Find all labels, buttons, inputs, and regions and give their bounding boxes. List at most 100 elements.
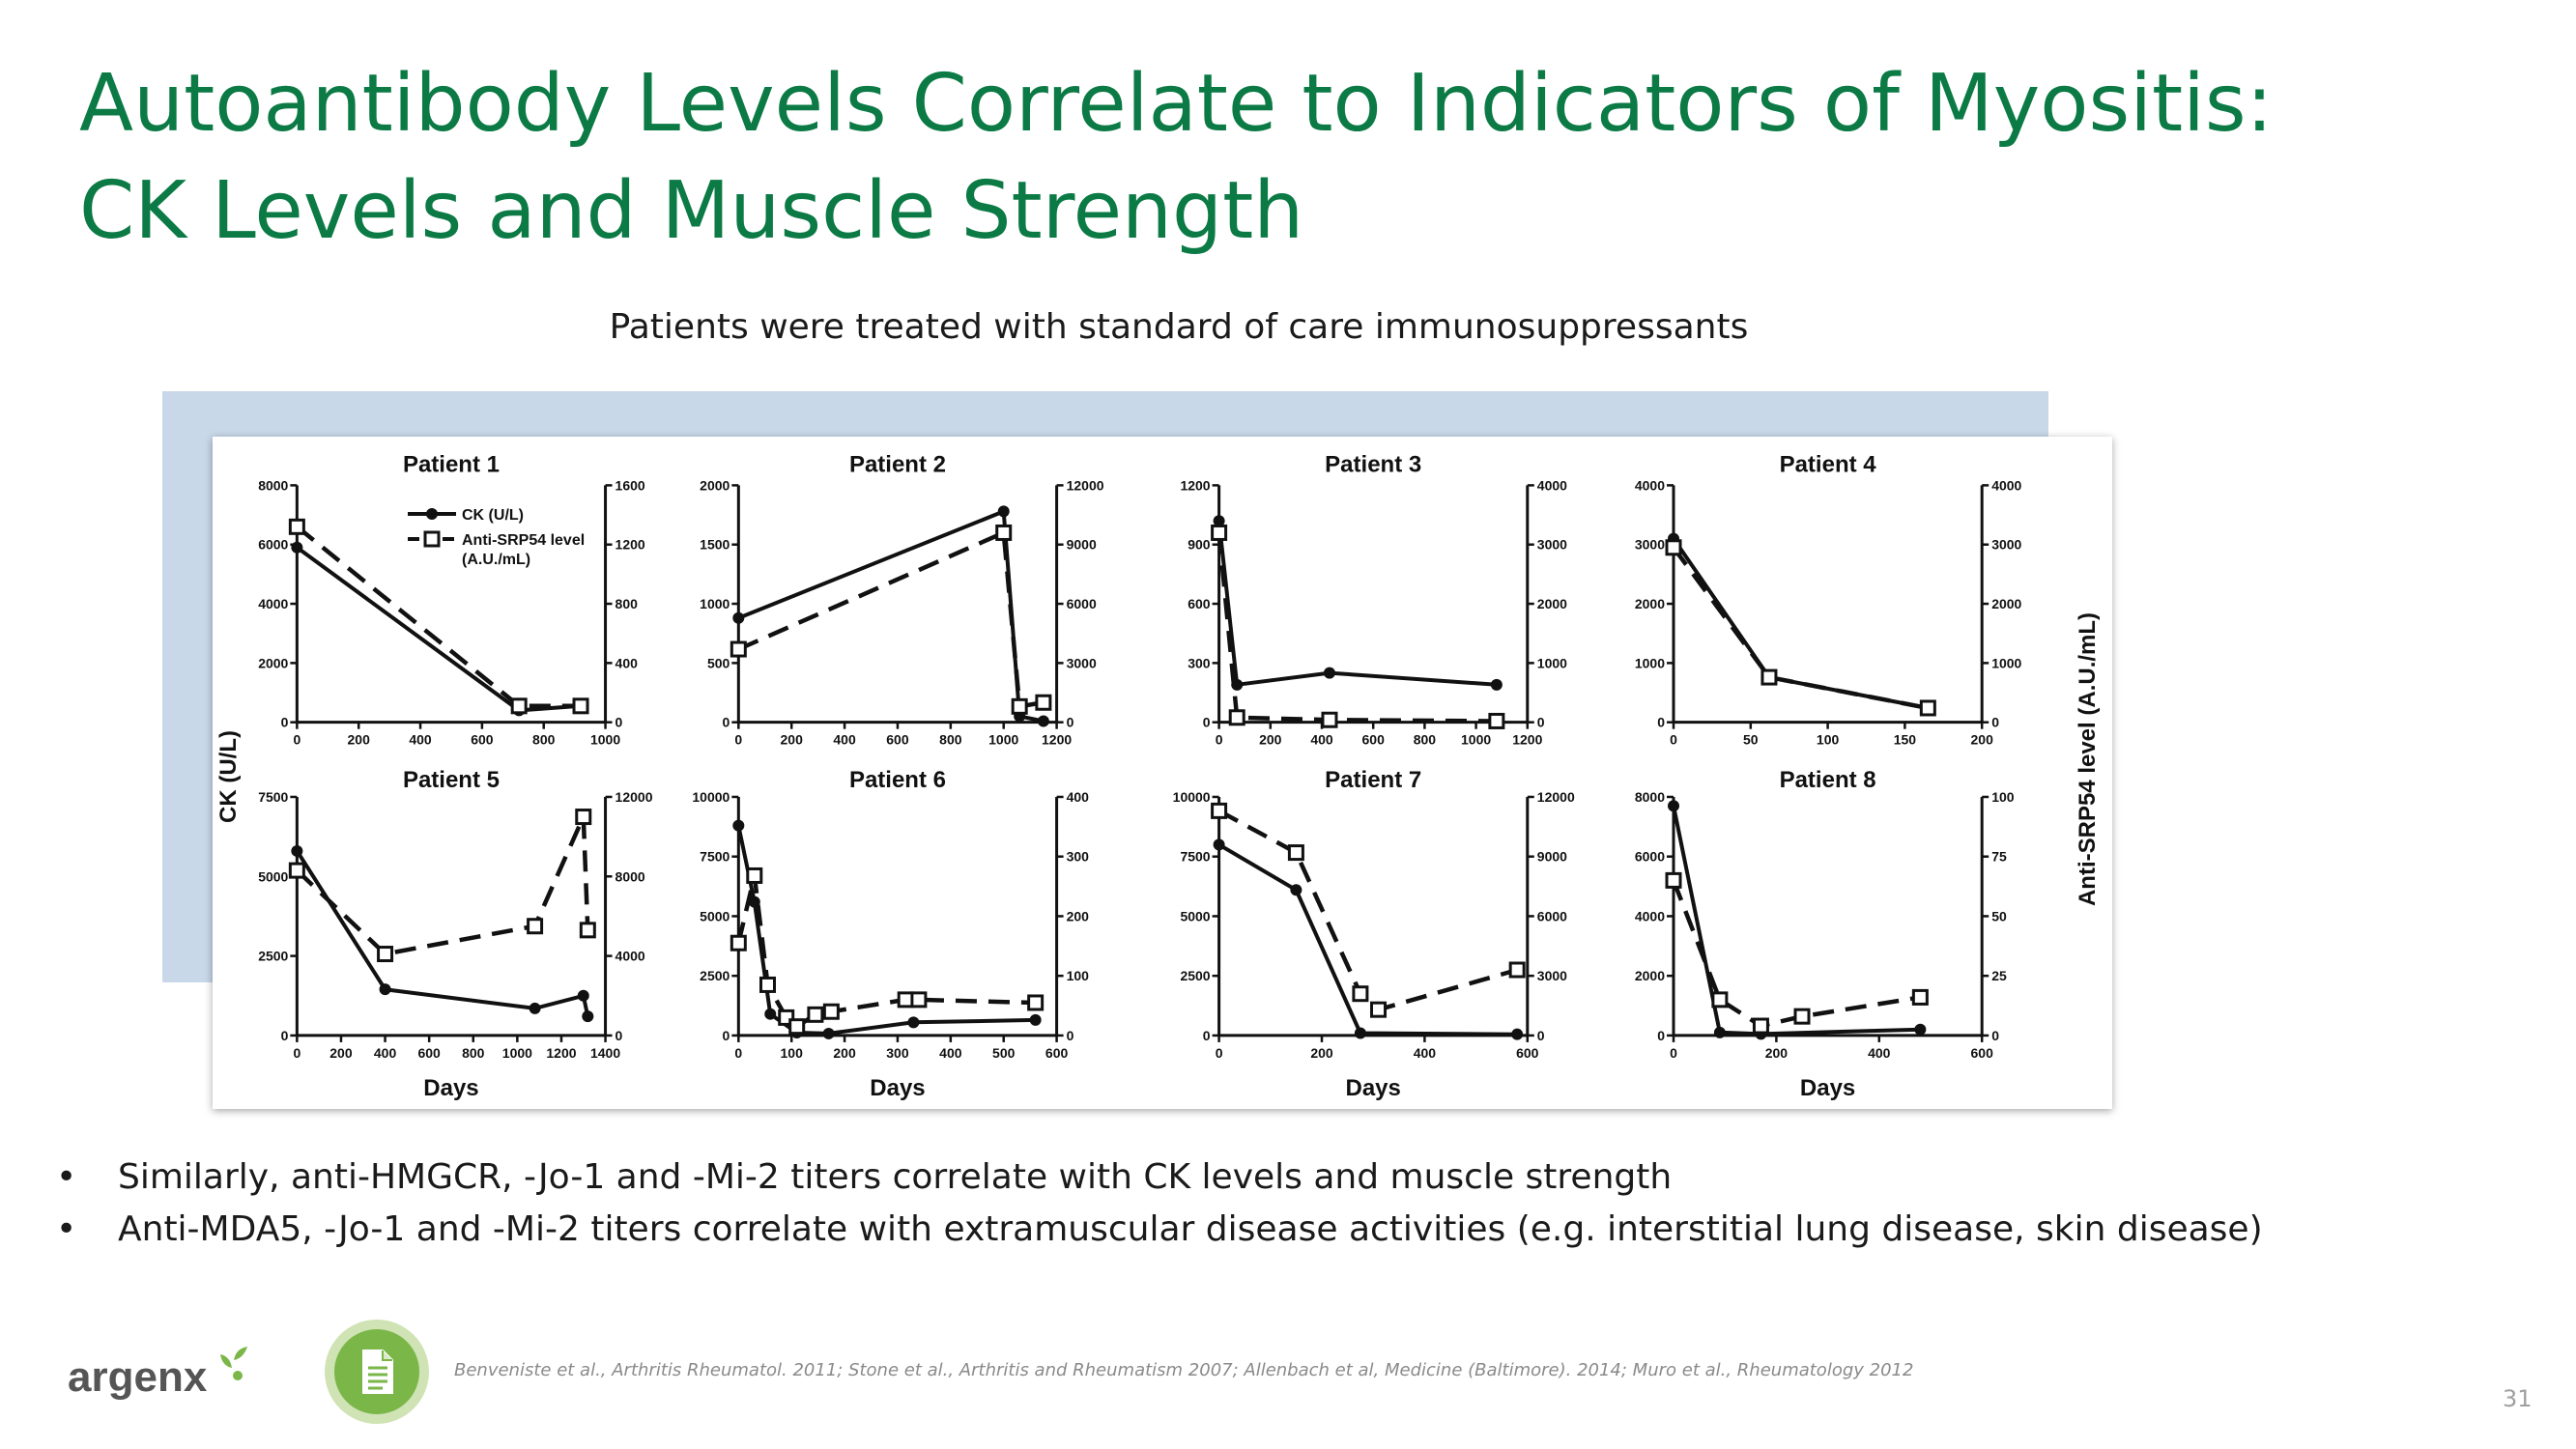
ck-data-point [582,1010,594,1023]
x-tick-label: 1200 [546,1045,576,1061]
patient-chart-8: Patient 8 0 2000 4000 6000 8000 0 25 50 75 100 0 200… [1635,767,2015,1101]
x-tick-label: 1000 [502,1045,532,1061]
y-tick-label-right: 4000 [615,949,645,964]
document-badge-inner [334,1329,419,1414]
srp54-data-point [575,809,592,826]
y-tick-label-right: 6000 [1537,908,1567,923]
ck-data-point [291,844,303,857]
page-number: 31 [2503,1385,2533,1412]
ck-data-point [732,819,745,832]
x-tick-label: 600 [1362,732,1386,748]
x-tick-label: 0 [734,1045,742,1061]
y-tick-label-left: 2000 [700,477,730,493]
y-tick-label-right: 400 [615,655,639,670]
ck-data-point [748,895,760,908]
y-tick-label-left: 2000 [258,655,288,670]
srp54-data-point [1352,985,1369,1003]
y-tick-label-right: 0 [1991,1028,1999,1043]
x-tick-label: 1400 [590,1045,620,1061]
ck-series-line [737,508,1045,724]
chart-title: Patient 2 [849,451,946,477]
srp54-data-point [730,934,747,952]
ck-data-point [577,989,589,1002]
y-tick-label-right: 3000 [1991,537,2021,553]
y-tick-label-right: 9000 [1067,537,1097,553]
bullet-text: Similarly, anti-HMGCR, -Jo-1 and -Mi-2 t… [118,1157,1673,1197]
argenx-logo-text: argenx [68,1353,208,1401]
y-tick-label-left: 0 [281,715,289,730]
x-tick-label: 1200 [1512,732,1542,748]
y-tick-label-right: 300 [1067,849,1090,865]
y-tick-label-right: 6000 [1067,596,1097,611]
argenx-logo-svg: argenx [68,1347,247,1401]
ck-data-point [379,983,391,996]
y-tick-label-left: 10000 [1173,789,1211,805]
x-axis-label: Days [1800,1075,1855,1101]
ck-data-point [529,1002,541,1014]
y-tick-label-left: 6000 [258,537,288,553]
y-tick-label-right: 75 [1991,849,2007,865]
srp54-series-line [295,525,581,709]
y-tick-label-right: 0 [1067,715,1074,730]
x-tick-label: 600 [417,1045,441,1061]
x-tick-label: 800 [462,1045,485,1061]
srp54-data-point [1035,694,1052,711]
y-tick-label-left: 1200 [1180,477,1210,493]
slide-title: Autoantibody Levels Correlate to Indicat… [79,50,2447,265]
ck-data-point [291,541,303,554]
x-tick-label: 0 [1670,732,1677,748]
x-tick-label: 400 [409,732,432,748]
x-tick-label: 0 [293,1045,301,1061]
srp54-series-line [736,874,1036,1030]
srp54-series-line [1216,532,1497,724]
chart-title: Patient 8 [1780,767,1876,793]
ck-data-point [1354,1027,1366,1039]
argenx-leaf-icon [220,1354,232,1368]
srp54-series-line [295,815,590,956]
y-tick-label-left: 2000 [1635,968,1665,983]
srp54-data-point [1228,709,1245,726]
legend-ck-marker [426,508,438,520]
y-tick-label-right: 100 [1991,789,2015,805]
x-tick-label: 1000 [988,732,1018,748]
y-tick-label-right: 3000 [1537,968,1567,983]
x-tick-label: 600 [471,732,494,748]
y-tick-label-right: 1600 [615,477,645,493]
patient-chart-3: Patient 30300600900120001000200030004000… [1180,451,1567,747]
patient-chart-5: Patient 5 0 2500 5000 7500 0 4000 8000 12000 0 200… [258,767,653,1101]
y-tick-label-left: 4000 [1635,908,1665,923]
y-tick-label-right: 0 [1991,715,1999,730]
x-tick-label: 400 [1310,732,1333,748]
document-reference-badge[interactable] [325,1320,429,1424]
y-tick-label-left: 4000 [258,596,288,611]
y-tick-label-left: 0 [1657,715,1665,730]
y-tick-label-left: 0 [1657,1028,1665,1043]
srp54-data-point [288,862,305,879]
y-tick-label-left: 0 [1203,715,1211,730]
srp54-data-point [377,946,394,963]
srp54-data-point [288,518,305,535]
x-tick-label: 0 [1216,732,1223,748]
y-tick-label-right: 12000 [1537,789,1575,805]
y-tick-label-right: 12000 [1067,477,1104,493]
srp54-data-point [1752,1017,1769,1035]
ck-data-point [1323,667,1335,679]
srp54-data-point [1665,539,1682,556]
ck-data-point [1213,838,1225,851]
legend-srp-marker [423,530,441,548]
patient-chart-7: Patient 70250050007500100000300060009000… [1173,767,1575,1101]
y-tick-label-left: 1000 [700,596,730,611]
legend-srp-label: Anti-SRP54 level [462,532,585,549]
y-tick-label-left: 7500 [258,789,288,805]
x-tick-label: 1000 [1461,732,1491,748]
y-tick-label-left: 0 [723,1028,730,1043]
ck-data-point [822,1027,835,1039]
x-tick-label: 800 [939,732,962,748]
srp54-data-point [1793,1008,1811,1025]
ck-series-line [1672,537,1929,710]
y-tick-label-left: 7500 [700,849,730,865]
bullet-list: • Similarly, anti-HMGCR, -Jo-1 and -Mi-2… [56,1151,2510,1256]
y-tick-label-left: 1000 [1635,655,1665,670]
patient-charts-figure: Patient 1 0 2000 4000 6000 8000 0 400 800 1200 160… [213,437,2112,1109]
y-tick-label-right: 2000 [1991,596,2021,611]
